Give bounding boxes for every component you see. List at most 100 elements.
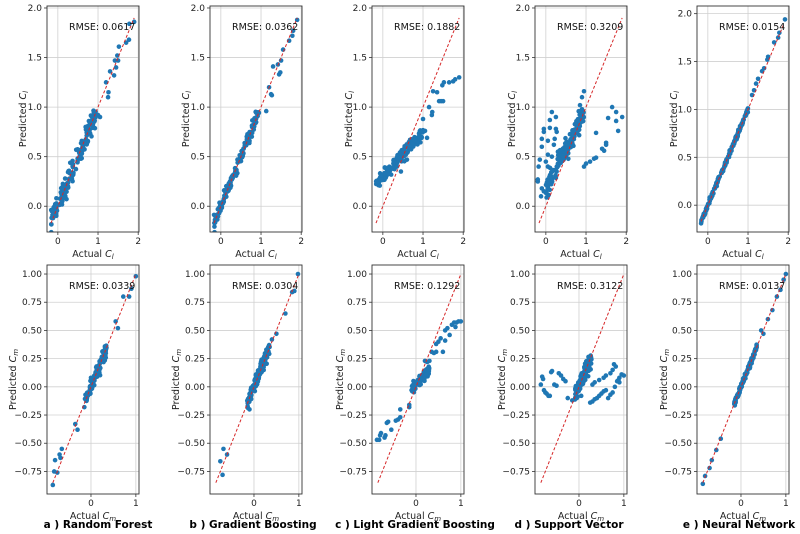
points-group: [50, 273, 139, 488]
y-tick-label: −0.25: [177, 411, 205, 421]
data-point: [422, 128, 428, 134]
data-point: [270, 64, 276, 69]
data-point: [770, 307, 775, 313]
data-point: [131, 19, 137, 25]
data-point: [398, 169, 404, 174]
data-point: [551, 142, 557, 148]
y-tick-label: 1.0: [28, 103, 43, 113]
data-point: [127, 21, 132, 27]
data-point: [247, 130, 253, 135]
x-tick-label: 2: [298, 237, 304, 247]
y-tick-label: 0.50: [22, 326, 42, 336]
data-point: [412, 385, 417, 391]
data-point: [558, 373, 564, 378]
reference-line: [377, 273, 462, 483]
data-point: [758, 328, 764, 333]
axes-frame: [696, 264, 790, 495]
rmse-annotation: RMSE: 0.0339: [69, 281, 135, 292]
data-point: [61, 183, 67, 189]
reference-line: [702, 273, 787, 483]
y-tick-label: −0.75: [339, 467, 367, 477]
data-point: [103, 346, 109, 352]
data-point: [587, 159, 593, 164]
x-tick-label: 0: [55, 237, 61, 247]
y-tick-label: 1.5: [191, 54, 205, 64]
x-tick-label: 1: [583, 237, 589, 247]
data-point: [251, 123, 257, 129]
y-tick-label: 1.00: [672, 270, 692, 280]
data-point: [535, 179, 541, 184]
data-point: [89, 134, 94, 139]
data-point: [411, 137, 417, 143]
y-tick-label: 0.25: [672, 355, 692, 365]
data-point: [385, 171, 391, 177]
rmse-annotation: RMSE: 0.0362: [232, 22, 298, 33]
rmse-annotation: RMSE: 0.1882: [394, 22, 460, 33]
y-tick-label: 0.25: [347, 355, 367, 365]
subplot-caption: d ) Support Vector: [514, 519, 624, 531]
data-point: [420, 116, 426, 122]
y-tick-label: 0.5: [28, 153, 42, 163]
data-point: [775, 35, 781, 40]
data-point: [423, 372, 429, 378]
y-tick-label: 0.75: [185, 298, 205, 308]
data-point: [547, 393, 553, 399]
data-point: [212, 224, 217, 229]
y-axis-label: Predicted Cm: [335, 349, 347, 410]
points-group: [374, 273, 464, 483]
y-tick-label: −0.75: [664, 467, 692, 477]
points-group: [215, 271, 301, 483]
y-tick-label: 2.0: [28, 4, 43, 14]
data-point: [75, 158, 80, 164]
y-tick-label: 0.5: [353, 153, 367, 163]
x-tick-label: 1: [258, 237, 264, 247]
y-tick-label: −0.50: [177, 439, 205, 449]
y-tick-label: −0.25: [14, 411, 42, 421]
y-axis-label: Predicted Cl: [344, 91, 356, 147]
data-point: [736, 128, 741, 133]
points-group: [700, 271, 789, 487]
reference-line: [375, 17, 460, 224]
data-point: [585, 367, 591, 372]
data-point: [539, 144, 545, 150]
data-point: [578, 393, 584, 399]
subplot-lgbm-cl: 0 1 2 0.0 0.5 1.0 1.5 2.0 RMSE: 0.1882 Actual Cl P…: [344, 4, 466, 261]
y-tick-label: 1.00: [22, 270, 42, 280]
data-point: [80, 145, 85, 151]
data-point: [126, 37, 132, 42]
data-point: [579, 94, 585, 100]
y-tick-label: 0.0: [678, 201, 693, 211]
data-point: [537, 157, 543, 162]
data-point: [220, 472, 225, 478]
data-point: [263, 108, 269, 114]
data-point: [549, 109, 555, 115]
rmse-annotation: RMSE: 0.3122: [557, 281, 623, 292]
data-point: [67, 160, 73, 166]
data-point: [385, 167, 391, 173]
y-tick-label: 0.0: [28, 202, 43, 212]
y-tick-label: 0.75: [22, 298, 42, 308]
x-tick-label: 0: [380, 237, 386, 247]
x-axis-label: Actual Cm: [558, 511, 604, 523]
data-point: [378, 430, 384, 436]
data-point: [90, 376, 96, 382]
data-point: [78, 140, 84, 146]
data-point: [603, 387, 609, 393]
data-point: [574, 395, 580, 401]
data-point: [278, 70, 283, 75]
x-tick-label: 0: [413, 499, 419, 509]
data-point: [248, 390, 254, 396]
rmse-annotation: RMSE: 0.1292: [394, 281, 460, 292]
x-tick-label: 2: [785, 237, 791, 247]
x-tick-label: 2: [460, 237, 466, 247]
y-tick-label: 0.5: [516, 153, 530, 163]
data-point: [389, 427, 394, 433]
subplot-nn-cl: 0 1 2 0.0 0.5 1.0 1.5 2.0 RMSE: 0.0154 Actual Cl P…: [669, 5, 791, 261]
subplot-svr-cm: 0 1 −0.75 −0.50 −0.25 0.00 0.25 0.50 0.75 1.00 RMS…: [497, 264, 628, 523]
rmse-annotation: RMSE: 0.0137: [719, 281, 785, 292]
data-point: [51, 204, 57, 210]
data-point: [707, 465, 712, 471]
data-point: [50, 482, 56, 488]
data-point: [613, 109, 619, 115]
data-point: [544, 195, 549, 200]
